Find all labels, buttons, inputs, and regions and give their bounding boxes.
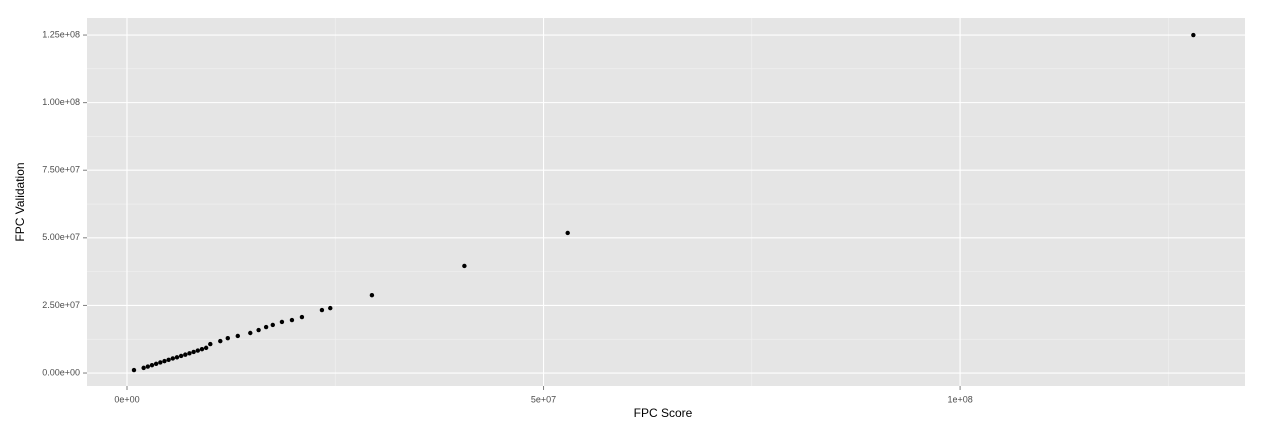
point bbox=[208, 341, 213, 347]
point bbox=[174, 355, 180, 360]
point bbox=[235, 333, 240, 339]
point bbox=[162, 358, 167, 364]
point bbox=[199, 347, 205, 352]
grid bbox=[87, 18, 1245, 386]
point bbox=[131, 367, 137, 373]
point bbox=[248, 330, 253, 336]
point bbox=[145, 364, 151, 369]
point bbox=[289, 317, 295, 323]
point bbox=[462, 263, 467, 269]
point bbox=[225, 335, 230, 341]
point bbox=[195, 348, 201, 353]
x-axis-title: FPC Score bbox=[634, 406, 693, 420]
point bbox=[263, 324, 269, 330]
point bbox=[166, 357, 171, 362]
y-tick-label: 7.50e+07 bbox=[42, 165, 80, 175]
point bbox=[203, 345, 209, 351]
x-tick-label: 0e+00 bbox=[114, 394, 139, 404]
point bbox=[153, 361, 159, 367]
point bbox=[270, 322, 275, 328]
point bbox=[183, 352, 188, 357]
point bbox=[256, 327, 261, 333]
y-tick-label: 1.00e+08 bbox=[42, 97, 80, 107]
point bbox=[191, 349, 196, 355]
point bbox=[279, 319, 285, 325]
y-tick-label: 0.00e+00 bbox=[42, 367, 80, 377]
points bbox=[131, 32, 1196, 373]
point bbox=[218, 338, 223, 344]
point bbox=[319, 307, 325, 313]
point bbox=[158, 360, 163, 365]
point bbox=[299, 314, 305, 320]
point bbox=[369, 292, 375, 298]
point bbox=[141, 365, 146, 371]
point bbox=[170, 356, 176, 361]
y-axis-title: FPC Validation bbox=[13, 162, 27, 241]
y-tick-label: 1.25e+08 bbox=[42, 29, 80, 39]
point bbox=[187, 351, 192, 356]
point bbox=[565, 230, 570, 236]
y-tick-label: 5.00e+07 bbox=[42, 232, 80, 242]
point bbox=[328, 305, 333, 311]
x-tick-label: 5e+07 bbox=[531, 394, 556, 404]
y-tick-label: 2.50e+07 bbox=[42, 300, 80, 310]
x-tick-label: 1e+08 bbox=[947, 394, 972, 404]
point bbox=[149, 362, 155, 368]
panel bbox=[87, 18, 1245, 386]
point bbox=[178, 353, 184, 359]
point bbox=[1191, 32, 1196, 38]
